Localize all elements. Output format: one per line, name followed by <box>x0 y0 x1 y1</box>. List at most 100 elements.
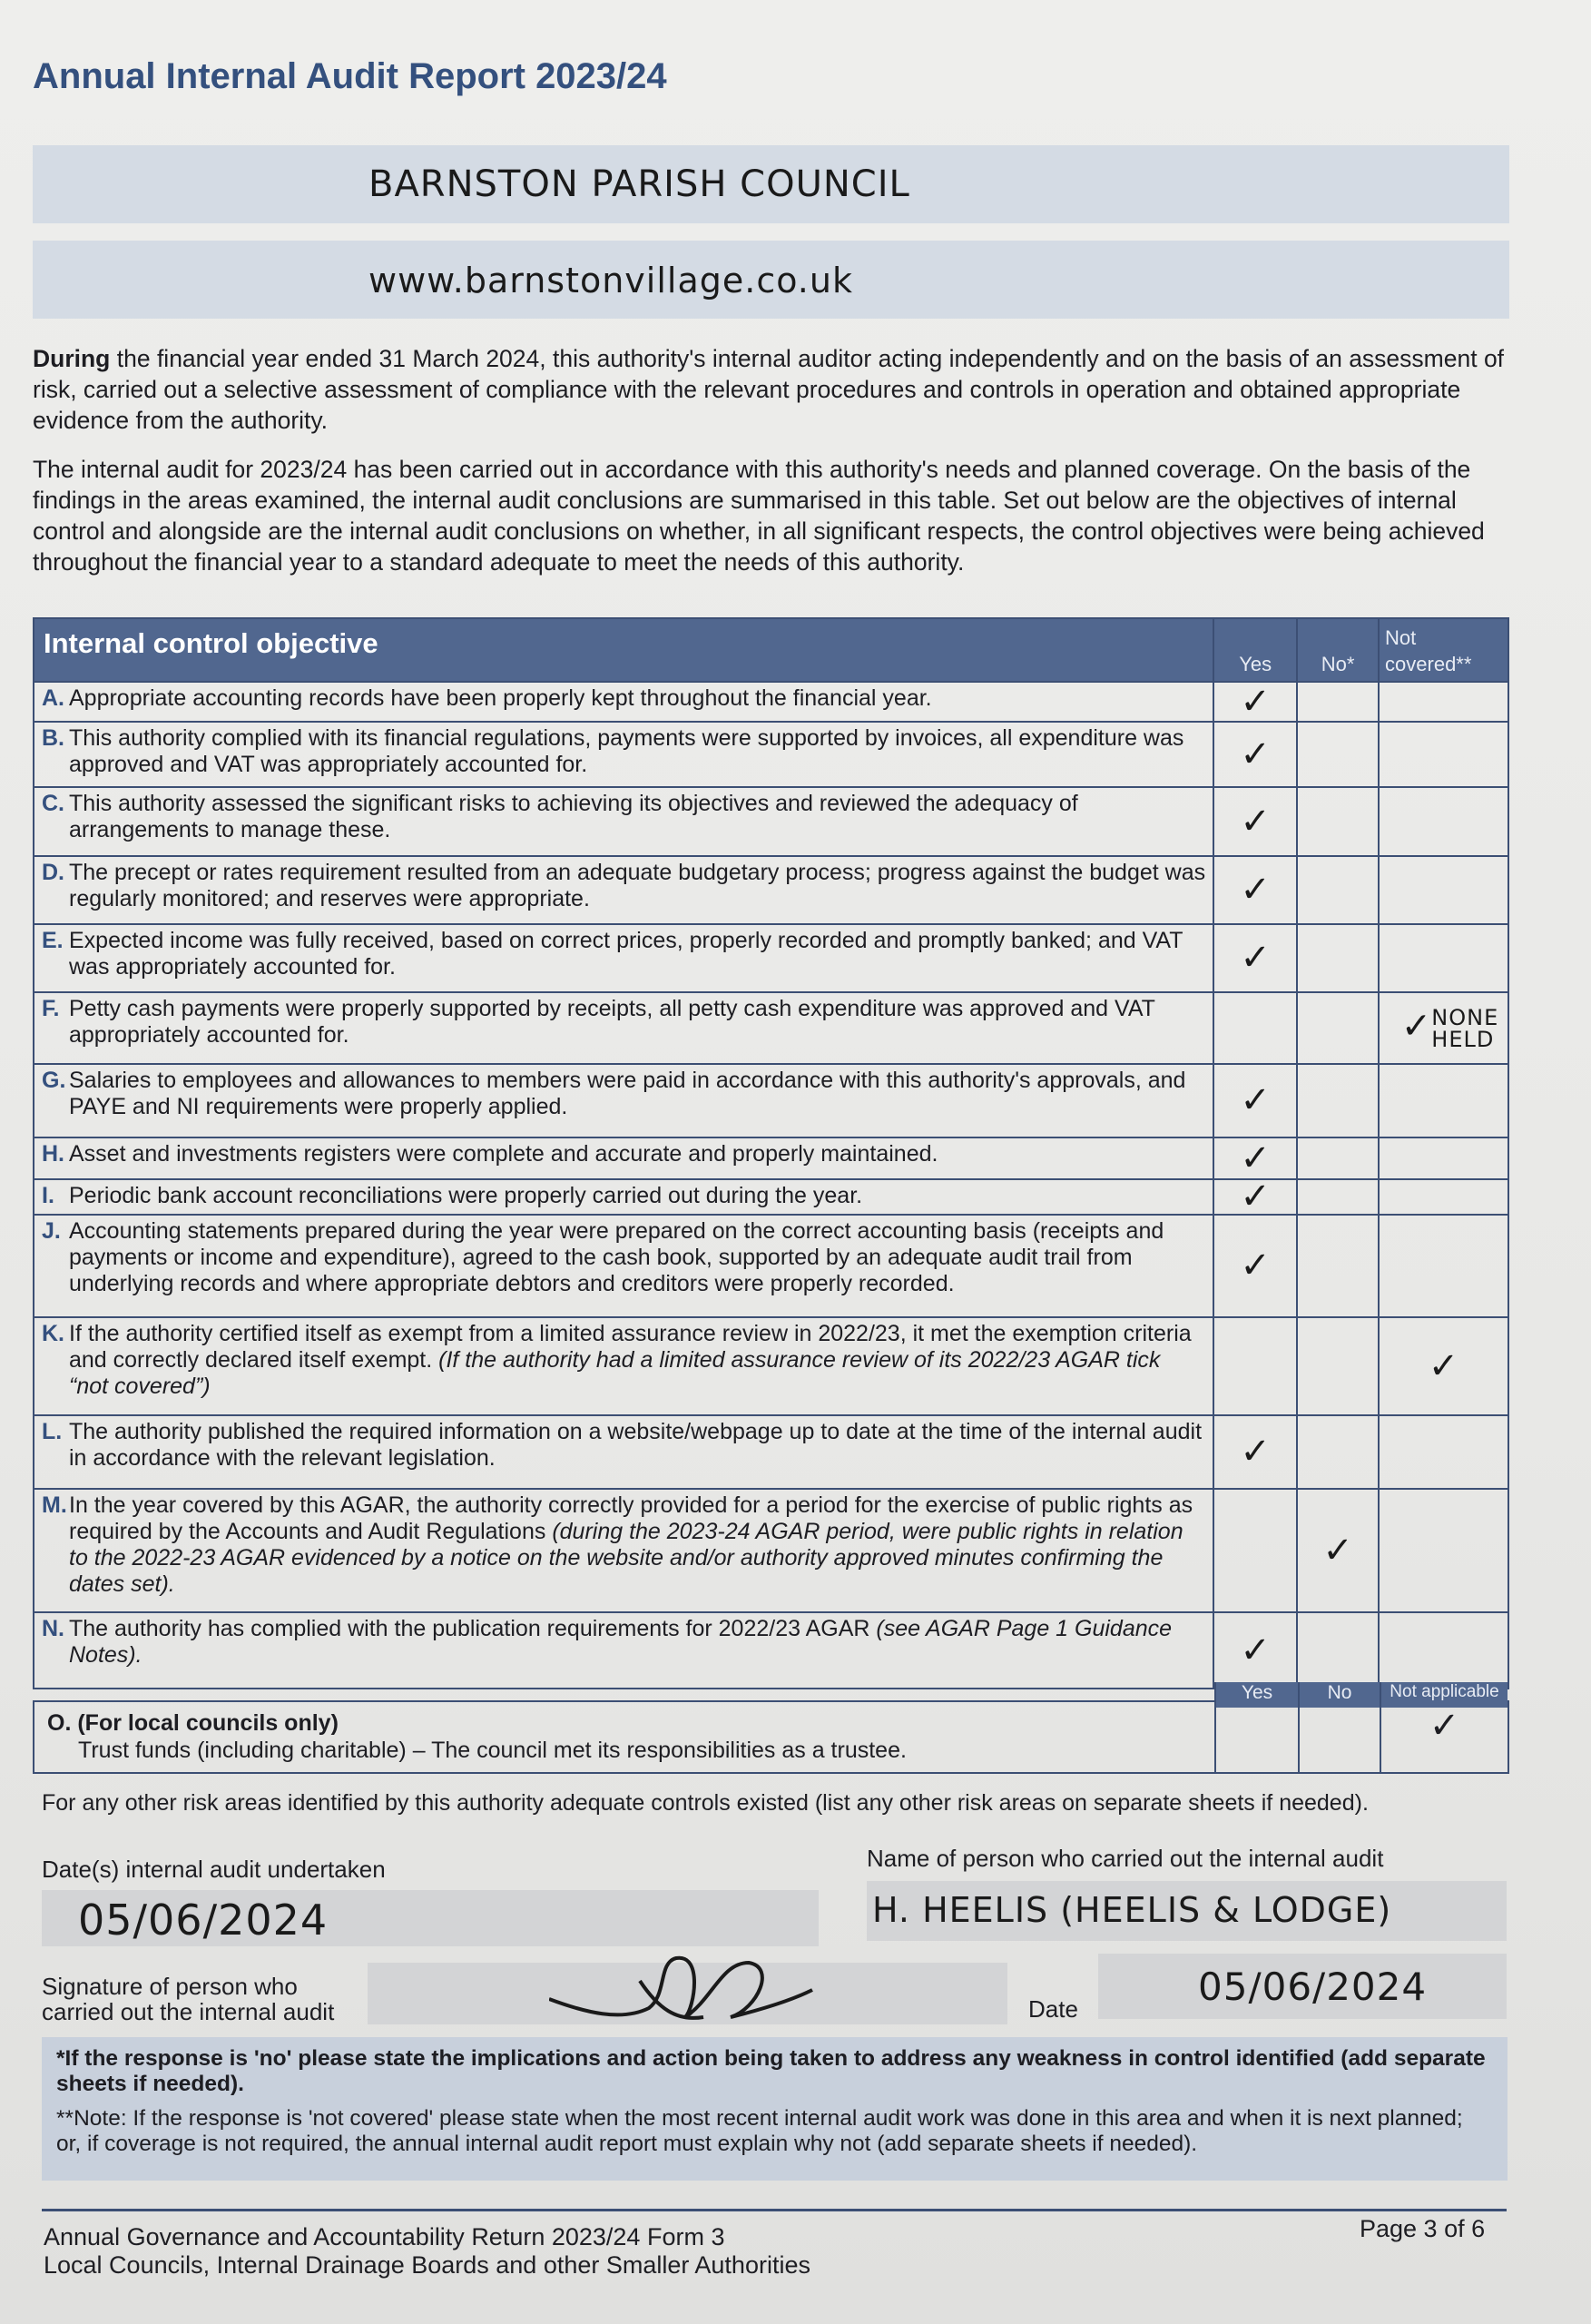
no-cell[interactable] <box>1296 1316 1380 1416</box>
not-covered-cell[interactable] <box>1378 1063 1509 1138</box>
no-cell[interactable] <box>1296 1178 1380 1216</box>
row-letter: F. <box>42 996 60 1021</box>
signature-image <box>549 1955 813 2020</box>
table-row: A. Appropriate accounting records have be… <box>32 681 1509 723</box>
not-covered-cell[interactable] <box>1378 1611 1509 1689</box>
footer-line-2: Local Councils, Internal Drainage Boards… <box>44 2251 810 2279</box>
not-covered-cell[interactable] <box>1378 1214 1509 1318</box>
dates-field[interactable]: 05/06/2024 <box>42 1890 819 1946</box>
not-covered-cell[interactable] <box>1378 1137 1509 1180</box>
row-text: The authority has complied with the publ… <box>69 1616 877 1641</box>
table-row: C. This authority assessed the significan… <box>32 786 1509 857</box>
check-icon: ✓ <box>1240 801 1271 842</box>
yes-cell[interactable]: ✓ <box>1213 1611 1299 1689</box>
intro-paragraph-2: The internal audit for 2023/24 has been … <box>33 456 1485 576</box>
no-cell[interactable] <box>1296 923 1380 993</box>
no-cell[interactable] <box>1296 681 1380 723</box>
row-letter: B. <box>42 725 64 751</box>
date-field[interactable]: 05/06/2024 <box>1098 1954 1507 2019</box>
check-icon: ✓ <box>1428 1345 1459 1386</box>
website-field: www.barnstonvillage.co.uk <box>33 241 1509 319</box>
not-covered-cell[interactable] <box>1378 923 1509 993</box>
table-row: B. This authority complied with its finan… <box>32 721 1509 788</box>
table-row: M. In the year covered by this AGAR, the … <box>32 1488 1509 1613</box>
no-cell[interactable] <box>1296 991 1380 1065</box>
no-cell[interactable] <box>1296 1137 1380 1180</box>
check-icon: ✓ <box>1240 734 1271 774</box>
yes-cell[interactable] <box>1213 1316 1299 1416</box>
row-letter: L. <box>42 1419 63 1444</box>
yes-cell[interactable]: ✓ <box>1213 855 1299 925</box>
check-icon: ✓ <box>1240 1080 1271 1120</box>
objective-cell: I. Periodic bank account reconciliations … <box>32 1178 1215 1216</box>
no-cell[interactable] <box>1296 1414 1380 1490</box>
no-cell[interactable] <box>1296 1214 1380 1318</box>
name-label: Name of person who carried out the inter… <box>867 1845 1384 1872</box>
not-covered-cell[interactable] <box>1378 1488 1509 1613</box>
authority-name-field: BARNSTON PARISH COUNCIL <box>33 145 1509 223</box>
date-label: Date <box>1028 1995 1078 2023</box>
objective-cell: A. Appropriate accounting records have be… <box>32 681 1215 723</box>
row-letter: E. <box>42 928 64 953</box>
yes-cell[interactable] <box>1213 991 1299 1065</box>
no-cell[interactable] <box>1296 855 1380 925</box>
row-o-no-label: No <box>1300 1682 1380 1708</box>
yes-cell[interactable]: ✓ <box>1213 923 1299 993</box>
not-covered-cell[interactable] <box>1378 1178 1509 1216</box>
name-value: H. HEELIS (HEELIS & LODGE) <box>872 1890 1392 1930</box>
footer-line-1: Annual Governance and Accountability Ret… <box>44 2223 725 2250</box>
row-o-yes-cell[interactable]: Yes <box>1214 1682 1298 1774</box>
row-o-na-label: Not applicable <box>1381 1682 1508 1708</box>
row-o-na-cell[interactable]: Not applicable ✓ <box>1380 1682 1508 1774</box>
signature-label-1: Signature of person who <box>42 1973 298 2000</box>
check-icon: ✓ <box>1240 1246 1271 1285</box>
row-text: Periodic bank account reconciliations we… <box>69 1183 863 1208</box>
row-letter: M. <box>42 1492 67 1518</box>
not-covered-cell[interactable] <box>1378 681 1509 723</box>
no-cell[interactable] <box>1296 1063 1380 1138</box>
row-text: This authority assessed the significant … <box>69 791 1078 842</box>
signature-field[interactable] <box>368 1955 1007 2024</box>
table-row: H. Asset and investments registers were c… <box>32 1137 1509 1180</box>
yes-cell[interactable]: ✓ <box>1213 1414 1299 1490</box>
name-field[interactable]: H. HEELIS (HEELIS & LODGE) <box>867 1881 1507 1941</box>
page-number: Page 3 of 6 <box>1360 2215 1486 2242</box>
yes-cell[interactable]: ✓ <box>1213 786 1299 857</box>
no-cell[interactable] <box>1296 1611 1380 1689</box>
signature-label: Signature of person who carried out the i… <box>42 1974 334 2024</box>
row-o: O. (For local councils only) Trust funds… <box>33 1682 1509 1774</box>
row-o-text: Trust funds (including charitable) – The… <box>78 1738 907 1763</box>
not-covered-cell[interactable]: ✓NONE HELD <box>1378 991 1509 1065</box>
no-cell[interactable]: ✓ <box>1296 1488 1380 1613</box>
no-cell[interactable] <box>1296 721 1380 788</box>
not-covered-cell[interactable] <box>1378 855 1509 925</box>
not-covered-cell[interactable] <box>1378 1414 1509 1490</box>
other-risks-text: For any other risk areas identified by t… <box>42 1790 1369 1816</box>
row-o-letter: O. <box>47 1710 72 1736</box>
header-no: No* <box>1296 617 1380 683</box>
yes-cell[interactable]: ✓ <box>1213 1214 1299 1318</box>
row-o-no-cell[interactable]: No <box>1298 1682 1380 1774</box>
objective-cell: E. Expected income was fully received, ba… <box>32 923 1215 993</box>
row-letter: I. <box>42 1183 54 1208</box>
row-letter: G. <box>42 1068 66 1093</box>
check-icon: ✓ <box>1240 938 1271 978</box>
yes-cell[interactable]: ✓ <box>1213 1137 1299 1180</box>
not-covered-cell[interactable] <box>1378 786 1509 857</box>
row-letter: K. <box>42 1321 64 1346</box>
yes-cell[interactable]: ✓ <box>1213 681 1299 723</box>
row-note: NONE HELD <box>1431 1004 1499 1052</box>
yes-cell[interactable]: ✓ <box>1213 1178 1299 1216</box>
not-covered-cell[interactable]: ✓ <box>1378 1316 1509 1416</box>
objective-cell: L. The authority published the required i… <box>32 1414 1215 1490</box>
note-not-covered: **Note: If the response is 'not covered'… <box>56 2106 1463 2156</box>
yes-cell[interactable]: ✓ <box>1213 721 1299 788</box>
not-covered-cell[interactable] <box>1378 721 1509 788</box>
intro-text: the financial year ended 31 March 2024, … <box>33 345 1505 434</box>
no-cell[interactable] <box>1296 786 1380 857</box>
intro-paragraph: During the financial year ended 31 March… <box>33 343 1512 436</box>
yes-cell[interactable] <box>1213 1488 1299 1613</box>
signature-label-2: carried out the internal audit <box>42 1998 335 2025</box>
row-text: Salaries to employees and allowances to … <box>69 1068 1186 1119</box>
yes-cell[interactable]: ✓ <box>1213 1063 1299 1138</box>
